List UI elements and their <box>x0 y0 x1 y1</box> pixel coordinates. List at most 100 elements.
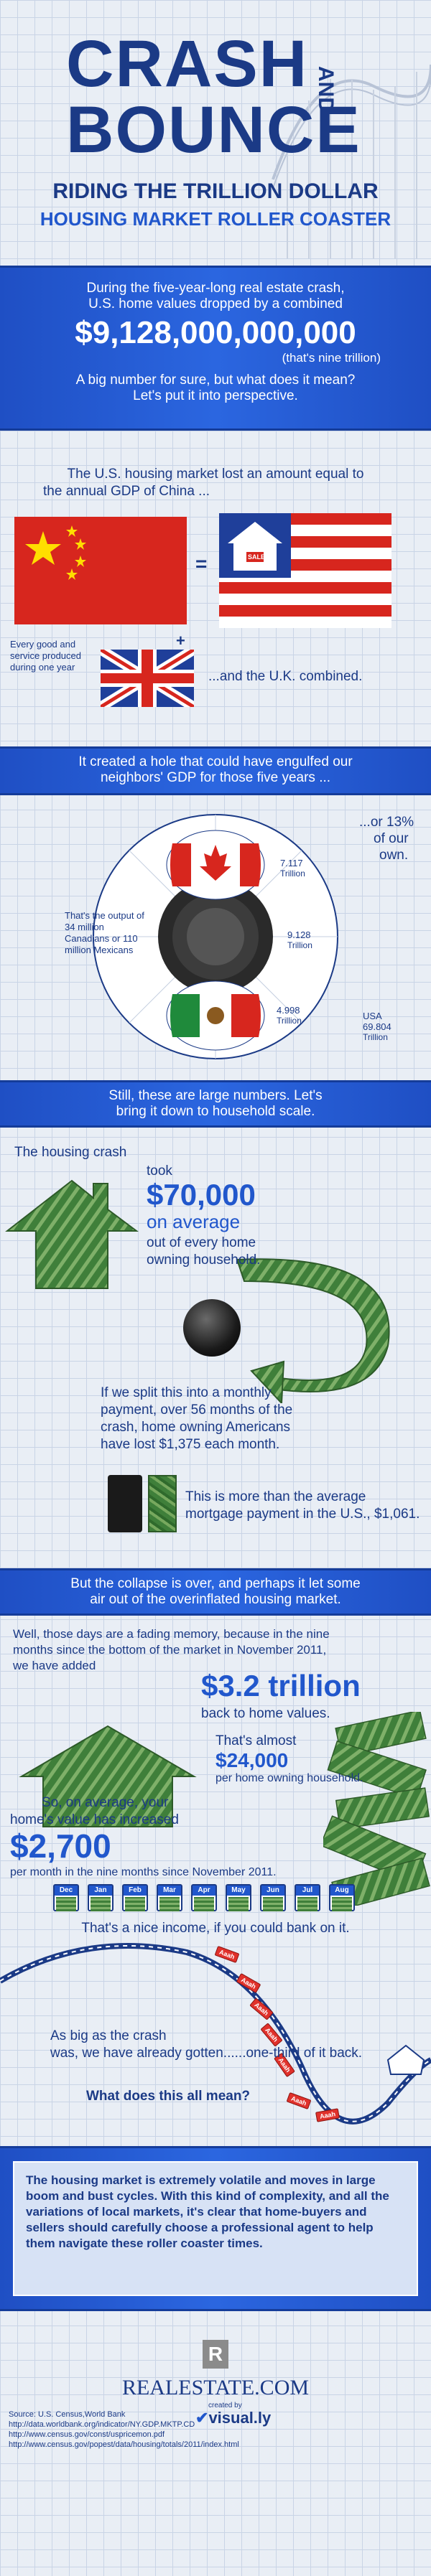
calendar-month-apr: Apr <box>191 1884 217 1911</box>
household-banner: Still, these are large numbers. Let's br… <box>0 1080 431 1128</box>
hole-banner-line2: neighbors' GDP for those five years ... <box>100 770 331 785</box>
usa-value: 69.804 <box>363 1021 391 1032</box>
hole-diagram <box>93 814 338 1059</box>
conclusion-box: The housing market is extremely volatile… <box>13 2161 418 2296</box>
canada-unit: Trillion <box>280 868 305 879</box>
took-rest2: owning household. <box>147 1252 261 1268</box>
collapse-banner: But the collapse is over, and perhaps it… <box>0 1568 431 1616</box>
calendar-month-label: Jan <box>89 1886 112 1896</box>
calendar-month-label: Feb <box>124 1886 147 1896</box>
output-note: That's the output of 34 million Canadian… <box>65 910 144 955</box>
sale-sign: SALE <box>248 553 266 561</box>
money-pile-icon <box>323 1712 430 1906</box>
title-bounce: BOUNCE <box>66 93 361 167</box>
mexico-value: 4.998 <box>277 1005 300 1016</box>
monthly-amount: $2,700 <box>10 1827 111 1865</box>
gdp-line1: The U.S. housing market lost an amount e… <box>67 467 364 482</box>
roller-coaster-illustration <box>272 64 431 258</box>
intro-line3: A big number for sure, but what does it … <box>75 373 356 388</box>
source-link-1[interactable]: http://data.worldbank.org/indicator/NY.G… <box>9 2420 195 2429</box>
calendar-month-label: Jun <box>261 1886 284 1896</box>
uk-combined-text: ...and the U.K. combined. <box>208 669 363 684</box>
intro-line4: Let's put it into perspective. <box>133 388 298 403</box>
collapse-banner-line2: air out of the overinflated housing mark… <box>90 1592 341 1607</box>
header: CRASH AND BOUNCE RIDING THE TRILLION DOL… <box>0 0 431 258</box>
china-flag-icon <box>14 517 187 624</box>
month-calendar: Dec Jan Feb Mar Apr May Jun Jul Aug <box>53 1884 369 1913</box>
plus-sign: + <box>176 632 185 650</box>
usa-unit: Trillion <box>363 1032 388 1042</box>
visually-check-icon: ✔ <box>195 2409 209 2427</box>
calendar-month-may: May <box>226 1884 251 1911</box>
household-banner-line1: Still, these are large numbers. Let's <box>108 1088 323 1103</box>
visually-logo[interactable]: ✔visual.ly <box>195 2409 271 2427</box>
took-rest1: out of every home <box>147 1235 256 1250</box>
intro-amount-note: (that's nine trillion) <box>282 351 381 365</box>
hole-section: 7.117 Trillion 9.128 Trillion 4.998 Tril… <box>0 797 431 1077</box>
created-by: created by <box>208 2402 242 2409</box>
took-line2: took <box>147 1163 172 1179</box>
calendar-cash-icon <box>263 1897 283 1911</box>
hole-banner-line1: It created a hole that could have engulf… <box>78 754 353 769</box>
calendar-cash-icon <box>332 1897 352 1911</box>
intro-band: During the five-year-long real estate cr… <box>0 266 431 431</box>
calendar-month-label: Jul <box>296 1886 319 1896</box>
calendar-month-dec: Dec <box>53 1884 79 1911</box>
recovery-amount: $3.2 trillion <box>201 1669 361 1702</box>
coaster-section: Aaah Aaah Aaah Aaah Aaah Aaah Aaah As bi… <box>0 1938 431 2139</box>
usa-label: USA <box>363 1011 382 1021</box>
mortgage-line2: mortgage payment in the U.S., $1,061. <box>185 1507 420 1522</box>
took-avg: on average <box>147 1211 241 1232</box>
intro-amount: $9,128,000,000,000 <box>75 315 356 350</box>
calendar-month-label: Dec <box>55 1886 78 1896</box>
equals-sign: = <box>195 553 208 575</box>
gdp-footnote: Every good and service produced during o… <box>10 639 81 673</box>
calendar-month-label: Aug <box>330 1886 353 1896</box>
title-crash: CRASH <box>66 27 309 100</box>
big-line2: was, we have already gotten......one-thi… <box>50 2046 363 2061</box>
almost-amount: $24,000 <box>216 1749 289 1771</box>
conclusion-text: The housing market is extremely volatile… <box>26 2173 389 2250</box>
money-house-icon <box>19 1725 197 1827</box>
footer: R REALESTATE.COM Source: U.S. Census,Wor… <box>0 2326 431 2576</box>
calendar-month-jul: Jul <box>295 1884 320 1911</box>
source-link-2[interactable]: http://www.census.gov/const/uspricemon.p… <box>9 2430 165 2439</box>
money-house-arrow-icon <box>5 1179 390 1403</box>
phone-icon <box>108 1475 142 1532</box>
subtitle-line2: HOUSING MARKET ROLLER COASTER <box>40 208 391 230</box>
calendar-month-label: May <box>227 1886 250 1896</box>
took-amount: $70,000 <box>147 1178 256 1212</box>
monthly-line4: have lost $1,375 each month. <box>101 1437 280 1452</box>
hole-banner: It created a hole that could have engulf… <box>0 746 431 795</box>
or13-line3: own. <box>379 848 409 863</box>
so-line1: So, on average, your <box>42 1795 169 1810</box>
canada-flag-coin-icon <box>166 830 265 900</box>
calendar-cash-icon <box>297 1897 318 1911</box>
income-text: That's a nice income, if you could bank … <box>81 1921 350 1936</box>
intro-line2: U.S. home values dropped by a combined <box>88 296 343 312</box>
calendar-month-aug: Aug <box>329 1884 355 1911</box>
mortgage-line1: This is more than the average <box>185 1489 366 1504</box>
calendar-month-feb: Feb <box>122 1884 148 1911</box>
coin-icon <box>183 1299 241 1357</box>
middle-unit: Trillion <box>287 940 312 950</box>
coaster-track <box>0 1943 431 2125</box>
household-banner-line2: bring it down to household scale. <box>116 1104 315 1119</box>
mexico-flag-coin-icon <box>166 980 265 1051</box>
middle-value: 9.128 <box>287 929 311 940</box>
calendar-month-label: Mar <box>158 1886 181 1896</box>
source-link-3[interactable]: http://www.census.gov/popest/data/housin… <box>9 2440 239 2449</box>
gdp-line2: the annual GDP of China ... <box>43 484 210 499</box>
gdp-section: The U.S. housing market lost an amount e… <box>0 438 431 739</box>
sources-title: Source: U.S. Census,World Bank <box>9 2410 126 2419</box>
calendar-cash-icon <box>91 1897 111 1911</box>
mexico-unit: Trillion <box>277 1016 302 1026</box>
calendar-cash-icon <box>125 1897 145 1911</box>
per-household: per home owning household. <box>216 1772 363 1784</box>
us-flag-house-icon <box>219 513 391 628</box>
per-month: per month in the nine months since Novem… <box>10 1866 277 1878</box>
intro-line1: During the five-year-long real estate cr… <box>86 281 345 296</box>
calendar-cash-icon <box>228 1897 249 1911</box>
calendar-month-jan: Jan <box>88 1884 113 1911</box>
recovery-line1: Well, those days are a fading memory, be… <box>13 1627 330 1641</box>
